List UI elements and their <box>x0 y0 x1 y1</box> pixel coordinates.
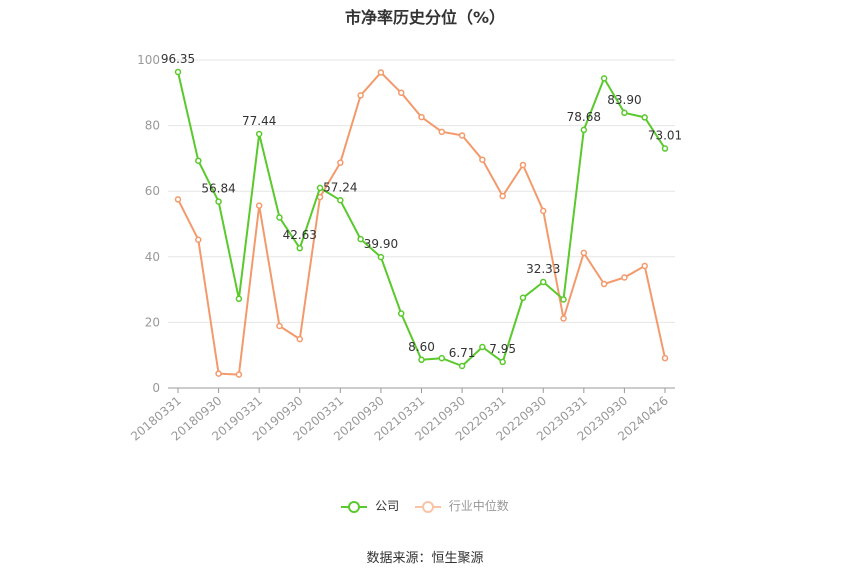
data-labels: 96.35 56.84 77.44 42.63 57.24 39.90 8.60 6.71 7.… <box>161 52 682 360</box>
legend-label-industry-median: 行业中位数 <box>448 499 509 513</box>
legend-marker-company <box>341 500 368 514</box>
data-point <box>215 198 222 205</box>
grid-lines <box>168 59 675 323</box>
legend-item-industry-median[interactable]: 行业中位数 <box>414 497 509 514</box>
data-point <box>397 89 405 97</box>
chart-title: 市净率历史分位（%） <box>344 8 506 27</box>
data-label: 73.01 <box>648 129 682 143</box>
data-point <box>174 68 182 76</box>
data-point <box>235 295 243 303</box>
data-point <box>458 132 466 139</box>
data-point <box>621 109 628 117</box>
legend: 公司 行业中位数 <box>0 497 850 514</box>
data-point <box>641 114 648 121</box>
data-point <box>296 244 303 252</box>
legend-item-company[interactable]: 公司 <box>341 497 399 514</box>
legend-label-company: 公司 <box>375 499 400 513</box>
y-tick-label: 100 <box>137 53 160 67</box>
data-label: 83.90 <box>607 93 641 107</box>
data-point <box>357 235 364 243</box>
data-point <box>235 371 243 378</box>
y-tick-label: 40 <box>145 250 160 264</box>
data-point <box>499 192 506 200</box>
data-point <box>621 274 628 281</box>
data-source: 数据来源：恒生聚源 <box>366 551 484 566</box>
data-point <box>479 343 486 351</box>
data-point <box>316 184 324 192</box>
data-point <box>438 128 446 136</box>
data-point <box>215 370 222 377</box>
data-point <box>438 354 446 362</box>
data-point <box>458 362 466 370</box>
data-point <box>479 156 486 163</box>
data-point <box>174 196 182 203</box>
data-point <box>255 130 263 138</box>
data-point <box>337 197 344 204</box>
data-point <box>195 157 202 164</box>
data-point <box>580 126 588 134</box>
data-label: 8.60 <box>408 340 435 354</box>
y-tick-label: 80 <box>145 119 160 133</box>
data-point <box>397 310 405 317</box>
data-point <box>195 236 202 243</box>
legend-marker-industry-median <box>414 500 441 514</box>
data-label: 78.68 <box>567 110 601 124</box>
data-point <box>661 145 669 152</box>
data-label: 77.44 <box>242 114 276 128</box>
data-point <box>377 69 385 76</box>
series-layer <box>174 68 669 378</box>
data-point <box>418 113 425 121</box>
data-point <box>560 315 567 322</box>
y-tick-label: 0 <box>152 381 160 395</box>
data-point <box>357 92 364 99</box>
data-point <box>600 75 608 82</box>
data-point <box>296 335 303 343</box>
data-label: 56.84 <box>201 182 235 196</box>
data-point <box>661 354 669 362</box>
data-point <box>418 356 425 364</box>
data-point <box>519 294 527 302</box>
data-point <box>276 322 283 330</box>
y-tick-labels: 0 20 40 60 80 100 <box>137 53 160 395</box>
data-label: 96.35 <box>161 52 195 66</box>
data-point <box>276 214 283 221</box>
data-point <box>641 262 648 270</box>
data-label: 42.63 <box>283 228 317 242</box>
data-point <box>519 161 527 169</box>
data-point <box>560 296 567 303</box>
data-point <box>255 202 263 209</box>
data-label: 6.71 <box>449 346 476 360</box>
x-axis: 2018033120180930201903312019093020200331… <box>128 387 675 444</box>
data-label: 39.90 <box>364 237 398 251</box>
data-point <box>377 253 385 261</box>
y-tick-label: 20 <box>145 315 160 329</box>
data-label: 32.33 <box>526 262 560 276</box>
data-point <box>540 278 547 286</box>
data-point <box>600 280 608 288</box>
data-label: 57.24 <box>323 180 357 194</box>
data-label: 7.95 <box>489 342 516 356</box>
y-tick-label: 60 <box>145 184 160 198</box>
data-point <box>580 249 588 257</box>
data-point <box>337 159 344 166</box>
data-point <box>540 207 547 215</box>
data-point <box>499 358 506 366</box>
